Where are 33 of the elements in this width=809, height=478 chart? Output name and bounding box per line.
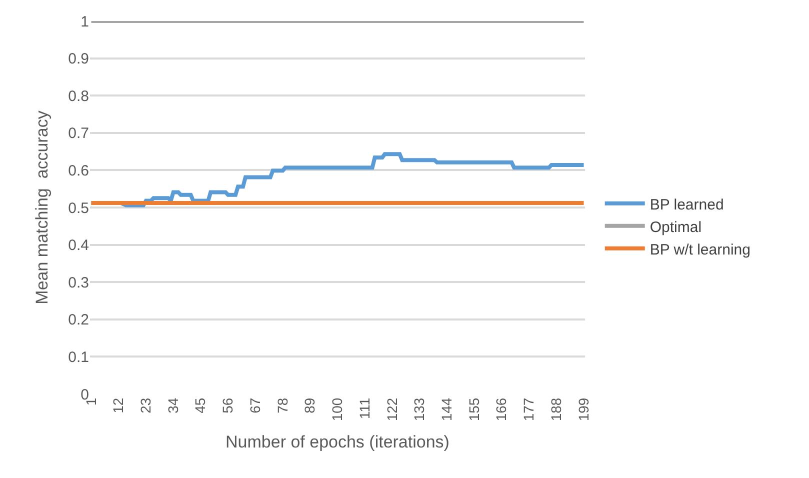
x-tick-label: 45 — [192, 398, 208, 414]
x-tick-label: 100 — [329, 398, 346, 422]
x-tick-label: 155 — [466, 398, 482, 422]
legend-label: BP w/t learning — [650, 241, 750, 258]
x-tick-label: 144 — [438, 398, 454, 422]
y-tick-label: 0.1 — [68, 348, 89, 366]
x-axis-title: Number of epochs (iterations) — [226, 432, 450, 452]
x-tick-label: 23 — [138, 398, 154, 414]
y-tick-label: 0.6 — [68, 162, 89, 180]
y-tick-label: 0.8 — [68, 88, 89, 105]
x-tick-label: 199 — [575, 398, 592, 422]
x-tick-label: 122 — [384, 398, 400, 422]
y-tick-label: 0.2 — [68, 312, 89, 329]
y-tick-label: 0.9 — [68, 50, 89, 68]
x-tick-label: 188 — [548, 398, 564, 422]
x-tick-label: 111 — [356, 398, 372, 420]
x-tick-label: 89 — [302, 398, 318, 414]
x-tick-label: 177 — [520, 398, 537, 422]
y-tick-label: 0.3 — [68, 274, 89, 292]
y-tick-label: 0.7 — [68, 125, 89, 142]
x-tick-label: 133 — [411, 398, 428, 422]
y-tick-label: 1 — [80, 13, 89, 30]
x-tick-label: 34 — [164, 398, 181, 414]
legend-label: BP learned — [650, 196, 724, 214]
y-tick-label: 0.5 — [68, 200, 89, 217]
x-tick-label: 166 — [493, 398, 510, 422]
x-tick-label: 67 — [246, 398, 263, 414]
x-tick-label: 12 — [110, 398, 126, 414]
legend-label: Optimal — [650, 218, 702, 236]
y-tick-label: 0.4 — [68, 237, 89, 254]
x-tick-label: 56 — [220, 398, 236, 414]
x-tick-label: 78 — [274, 398, 290, 414]
y-axis-title: Mean matching accuracy — [32, 110, 52, 304]
